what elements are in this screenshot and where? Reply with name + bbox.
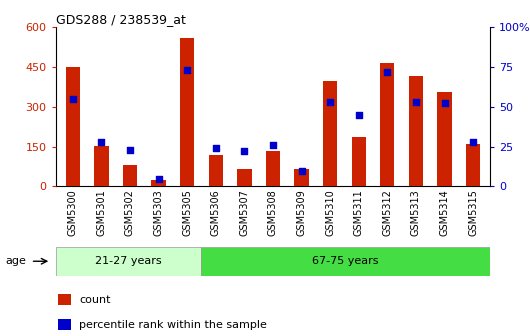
Bar (94, 146, 109, 186)
Text: 21-27 years: 21-27 years (95, 256, 162, 266)
Bar (380, 63, 394, 186)
Bar (180, 38, 195, 186)
Text: 67-75 years: 67-75 years (312, 256, 378, 266)
Bar (409, 76, 423, 186)
Bar (209, 155, 223, 186)
Point (68, 96, 77, 101)
Point (97, 139, 105, 144)
Point (269, 142, 277, 148)
Bar (58, 294, 72, 305)
Bar (237, 169, 252, 186)
Bar (466, 144, 480, 186)
Bar (323, 81, 337, 186)
Bar (56, 247, 200, 276)
Bar (66, 67, 80, 186)
Point (412, 99, 420, 104)
Point (211, 145, 220, 151)
Bar (123, 165, 137, 186)
Point (297, 168, 306, 173)
Bar (200, 247, 490, 276)
Bar (152, 180, 166, 186)
Text: GDS288 / 238539_at: GDS288 / 238539_at (56, 13, 186, 27)
Point (355, 112, 363, 117)
Text: percentile rank within the sample: percentile rank within the sample (79, 320, 267, 330)
Point (154, 176, 163, 181)
Point (469, 139, 478, 144)
Text: count: count (79, 295, 111, 305)
Point (240, 149, 249, 154)
Bar (294, 169, 308, 186)
Point (440, 101, 449, 106)
Bar (437, 92, 452, 186)
Bar (58, 319, 72, 330)
Point (126, 147, 134, 153)
Point (326, 99, 334, 104)
Text: age: age (5, 256, 26, 266)
Bar (351, 137, 366, 186)
Bar (266, 151, 280, 186)
Point (383, 69, 392, 74)
Point (183, 67, 191, 73)
